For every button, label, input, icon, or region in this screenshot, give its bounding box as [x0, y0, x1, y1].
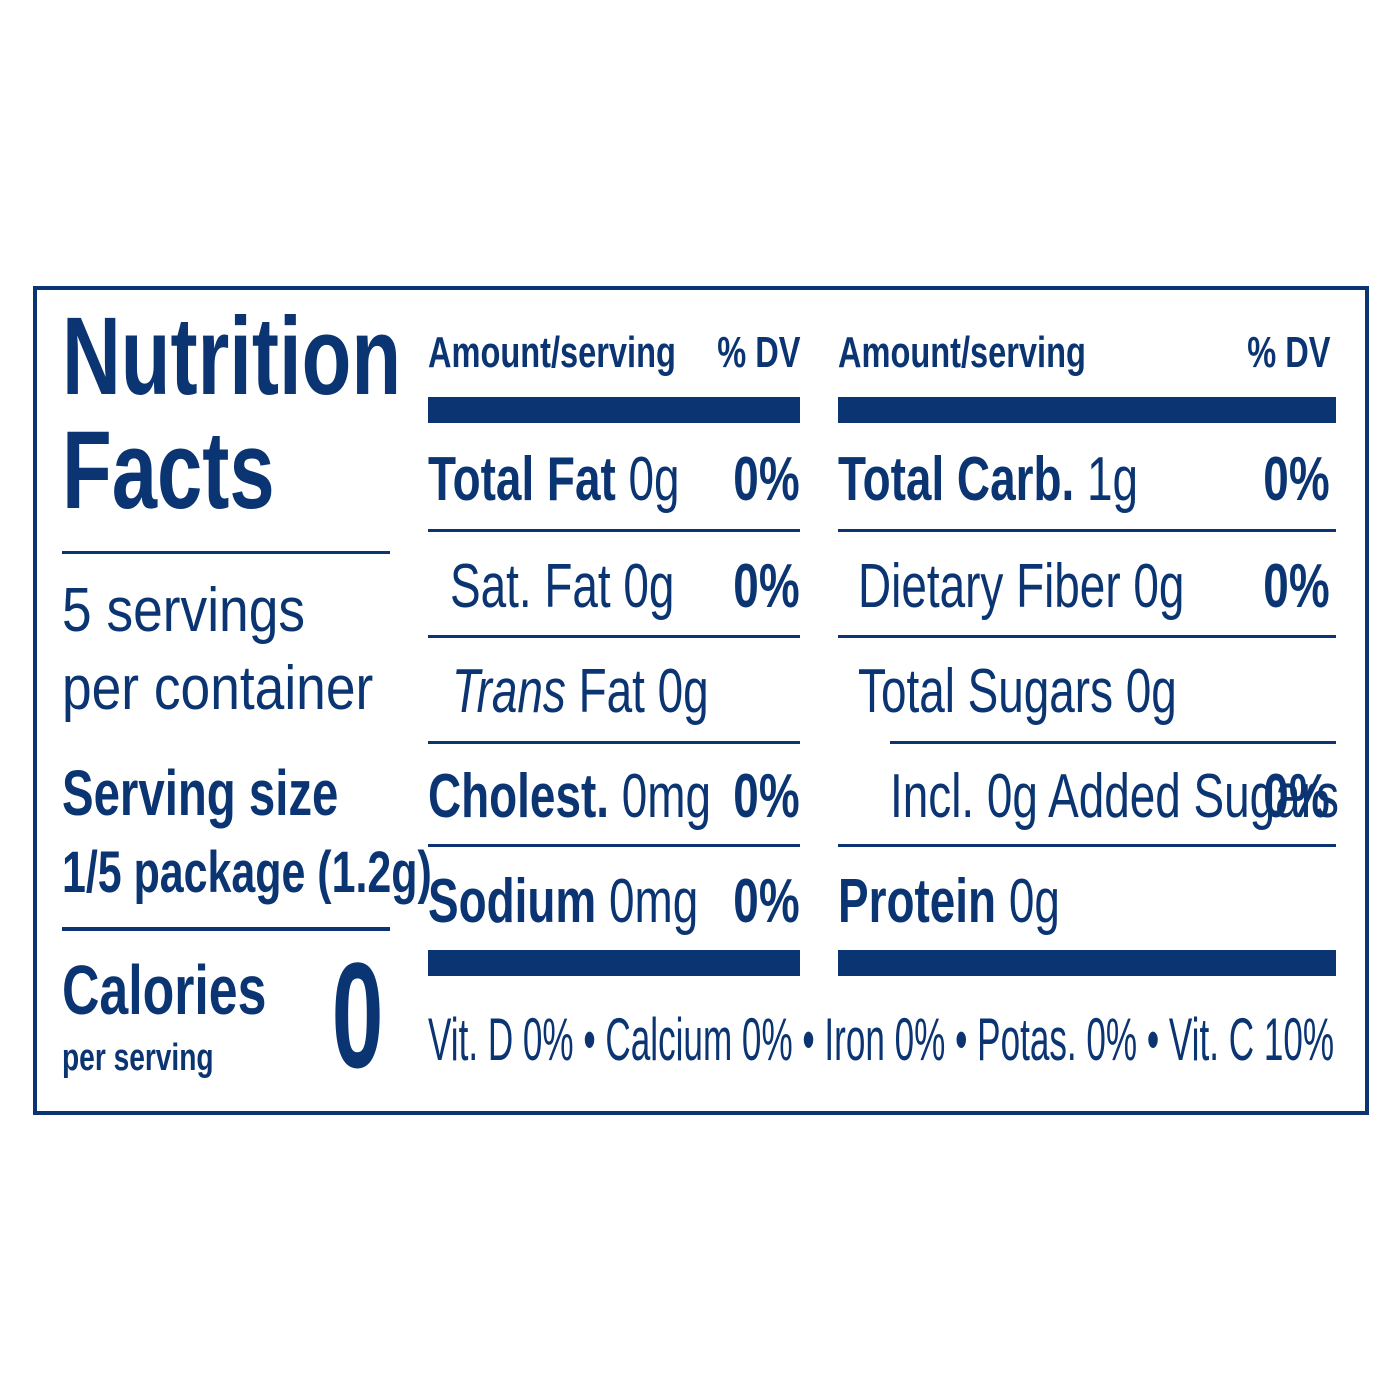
thick-rule — [838, 397, 1336, 423]
column-header: Amount/serving — [428, 328, 676, 377]
nutrient-row: Cholest. 0mg — [428, 762, 711, 832]
nutrient-row: Incl. 0g Added Sugars — [890, 762, 1339, 832]
nutrient-row: Sodium 0mg — [428, 867, 698, 937]
daily-value: 0% — [1263, 552, 1330, 621]
rule — [838, 844, 1336, 847]
nutrient-amount: Total Sugars 0g — [858, 657, 1177, 726]
nutrient-row: Sat. Fat 0g — [450, 552, 674, 622]
serving-size-value: 1/5 package (1.2g) — [62, 840, 432, 905]
vitamins-footer: Vit. D 0% • Calcium 0% • Iron 0% • Potas… — [428, 1006, 1335, 1073]
nutrient-italic: Trans — [452, 657, 566, 726]
daily-value: 0% — [733, 445, 800, 514]
rule — [428, 529, 800, 532]
nutrient-amount: Dietary Fiber 0g — [858, 552, 1185, 621]
nutrient-name: Cholest. — [428, 762, 609, 831]
nutrient-amount: 1g — [1086, 445, 1139, 514]
rule — [428, 635, 800, 638]
rule — [890, 741, 1336, 744]
thick-rule — [838, 950, 1336, 976]
nutrient-amount: Sat. Fat 0g — [450, 552, 675, 621]
column-header: Amount/serving — [838, 328, 1086, 377]
nutrient-row: Protein 0g — [838, 867, 1060, 937]
rule — [62, 551, 390, 554]
nutrient-name: Sodium — [428, 867, 597, 936]
nutrient-row: Dietary Fiber 0g — [858, 552, 1184, 622]
servings: 5 servings per container — [62, 576, 374, 723]
daily-value: 0% — [733, 552, 800, 621]
rule — [62, 927, 390, 931]
column-header: % DV — [1246, 328, 1330, 377]
nutrient-amount: 0g — [1008, 867, 1060, 936]
nutrient-amount: 0mg — [621, 762, 712, 831]
rule — [838, 635, 1336, 638]
nutrient-name: Protein — [838, 867, 997, 936]
nutrient-amount: 0mg — [608, 867, 699, 936]
rule — [838, 529, 1336, 532]
daily-value: 0% — [733, 762, 800, 831]
daily-value: 0% — [733, 867, 800, 936]
rule — [428, 844, 800, 847]
daily-value: 0% — [1263, 445, 1330, 514]
nutrient-name: Total Fat — [428, 445, 616, 514]
serving-size-label: Serving size — [62, 757, 339, 829]
nutrient-amount: Fat 0g — [578, 657, 709, 726]
nutrient-amount: Incl. 0g Added Sugars — [890, 762, 1339, 831]
label-border — [33, 286, 1369, 1115]
calories-note: per serving — [62, 1037, 214, 1079]
nutrient-row: Total Sugars 0g — [858, 657, 1177, 727]
nutrient-amount: 0g — [628, 445, 680, 514]
calories-value: 0 — [331, 931, 383, 1099]
daily-value: 0% — [1263, 762, 1330, 831]
rule — [428, 741, 800, 744]
thick-rule — [428, 950, 800, 976]
nutrient-row: Total Carb. 1g — [838, 445, 1138, 515]
nutrient-row: Total Fat 0g — [428, 445, 680, 515]
title: Nutrition Facts — [62, 295, 402, 532]
nutrient-name: Total Carb. — [838, 445, 1075, 514]
thick-rule — [428, 397, 800, 423]
nutrient-row: Trans Fat 0g — [452, 657, 709, 727]
column-header: % DV — [716, 328, 800, 377]
calories-label: Calories — [62, 951, 267, 1029]
